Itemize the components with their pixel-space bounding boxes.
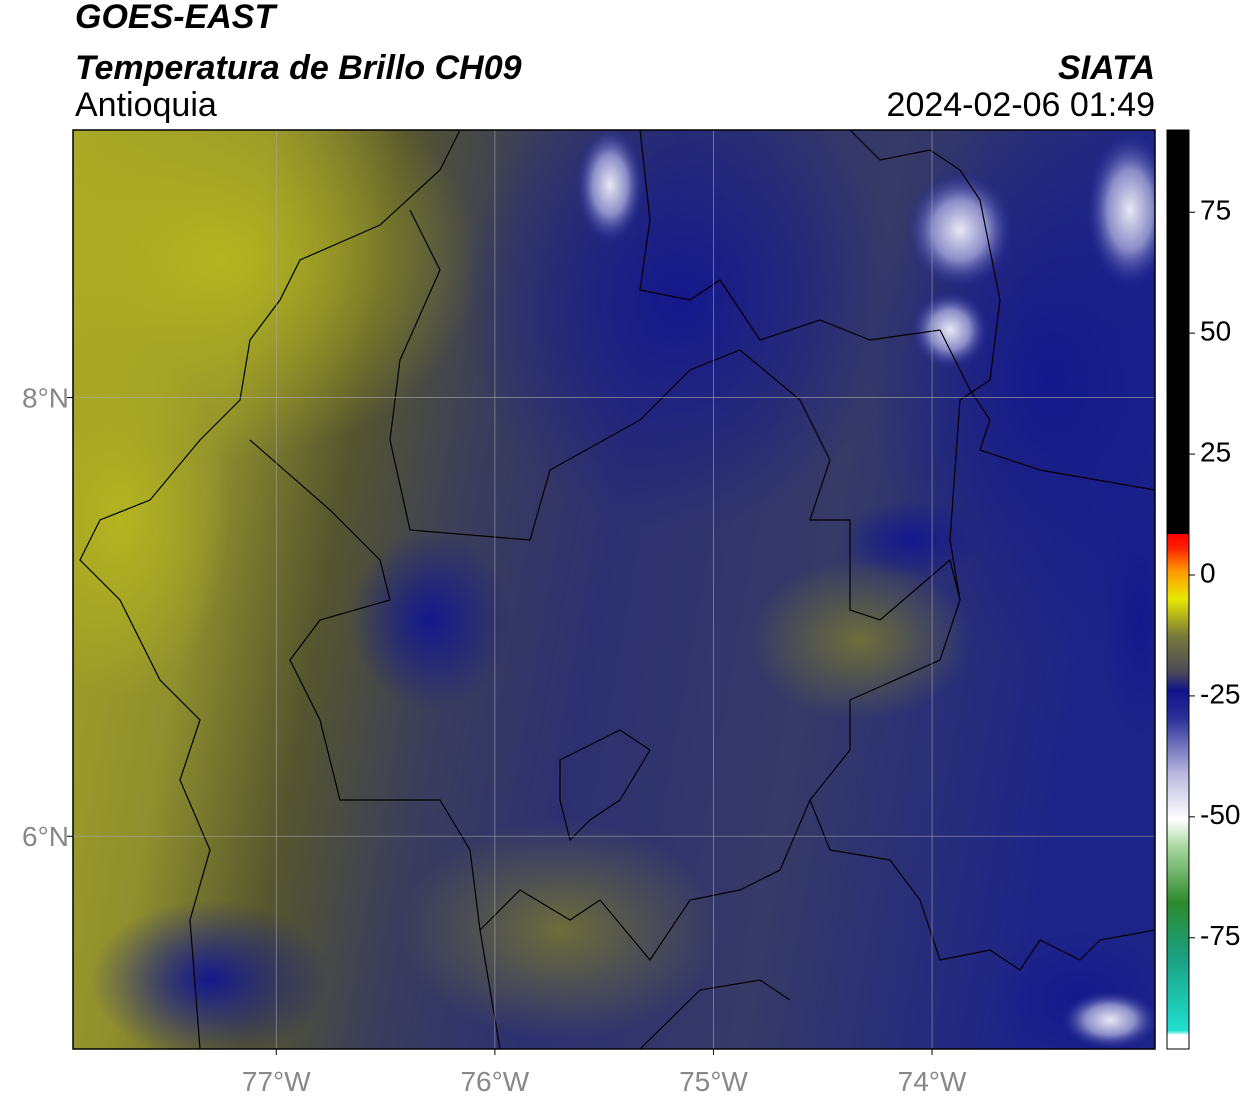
colorbar-tick-label: 75 [1200,195,1231,226]
y-tick-label: 6°N [22,821,69,852]
x-tick-label: 77°W [242,1066,311,1097]
grid [73,130,1155,1049]
map-image [73,130,1155,1049]
datetime: 2024-02-06 01:49 [887,86,1155,124]
colorbar-tick-label: 0 [1200,557,1216,588]
colorbar-tick-label: 25 [1200,436,1231,467]
map-frame [72,129,1156,1050]
colorbar-tick-label: -25 [1200,678,1240,709]
region: Antioquia [75,86,217,124]
colorbar-tick-label: 50 [1200,316,1231,347]
colorbar-tick-label: -75 [1200,920,1240,951]
title: GOES-EAST [75,0,278,36]
y-tick-label: 8°N [22,383,69,414]
x-tick-label: 74°W [898,1066,967,1097]
x-tick-label: 75°W [679,1066,748,1097]
x-tick-label: 76°W [460,1066,529,1097]
colorbar [1166,129,1190,1050]
source: SIATA [1058,49,1155,87]
subtitle: Temperatura de Brillo CH09 [75,49,522,87]
colorbar-tick-label: -50 [1200,799,1240,830]
